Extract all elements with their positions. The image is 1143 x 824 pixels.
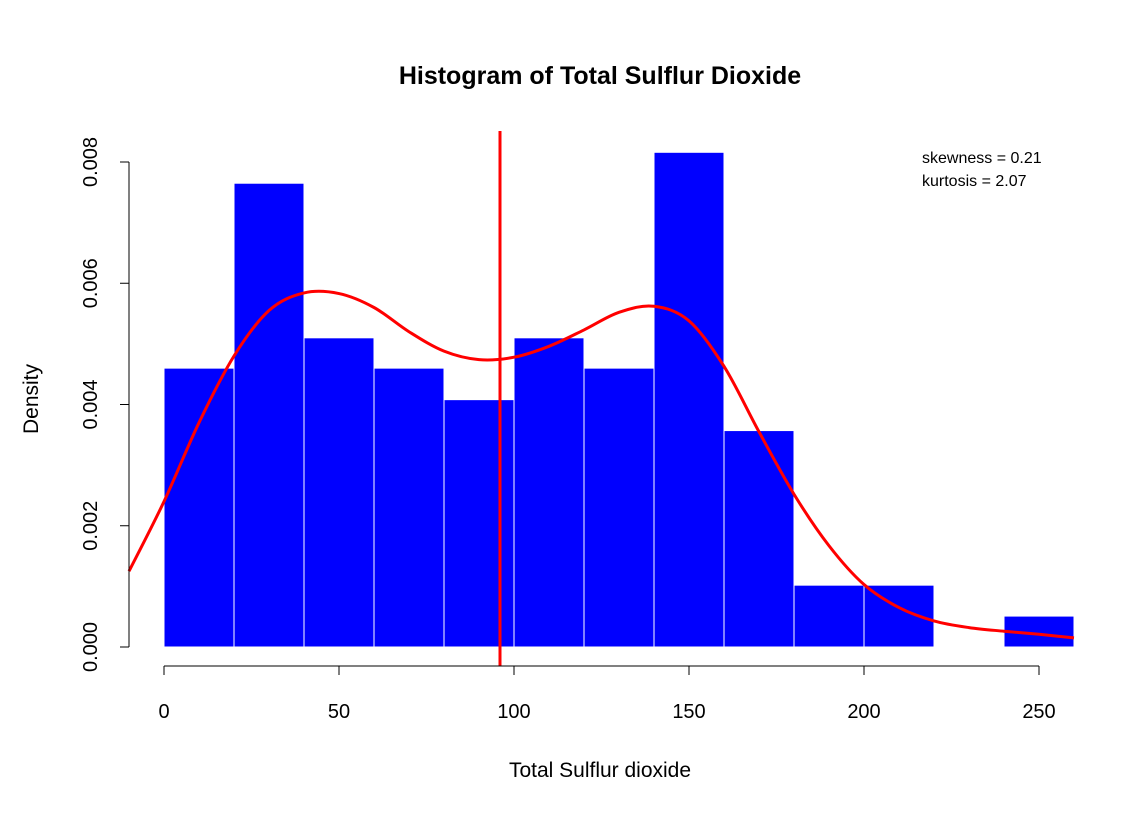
histogram-bar [163,367,235,648]
x-tick-label: 200 [847,701,880,723]
y-axis-label: Density [20,363,43,434]
histogram-bars [163,151,1075,648]
x-tick-label: 100 [497,701,530,723]
histogram-bar [443,399,515,648]
x-tick-label: 250 [1022,701,1055,723]
y-tick-label: 0.004 [80,379,102,429]
density-curve-group [127,289,1075,640]
histogram-bar [653,151,725,648]
chart-title: Histogram of Total Sulflur Dioxide [399,62,801,90]
y-tick-label: 0.002 [80,501,102,551]
y-tick-label: 0.008 [80,137,102,187]
annotation-kurtosis: kurtosis = 2.07 [922,173,1027,190]
histogram-bar [583,367,655,648]
x-tick-label: 0 [158,701,169,723]
histogram-bar [303,337,375,648]
x-tick-label: 50 [328,701,350,723]
y-tick-label: 0.000 [80,622,102,672]
histogram-bar [793,584,865,648]
histogram-bar [723,430,795,648]
density-curve [127,289,1075,640]
x-tick-label: 150 [672,701,705,723]
x-axis: 0 50 100 150 200 250 [158,665,1056,723]
histogram-bar [233,182,305,648]
x-axis-label: Total Sulflur dioxide [509,759,691,782]
y-tick-label: 0.006 [80,258,102,308]
annotation-skewness: skewness = 0.21 [922,150,1042,167]
histogram-bar [373,367,445,648]
histogram-bar [513,337,585,648]
y-axis: 0.000 0.002 0.004 0.006 0.008 [80,137,130,672]
